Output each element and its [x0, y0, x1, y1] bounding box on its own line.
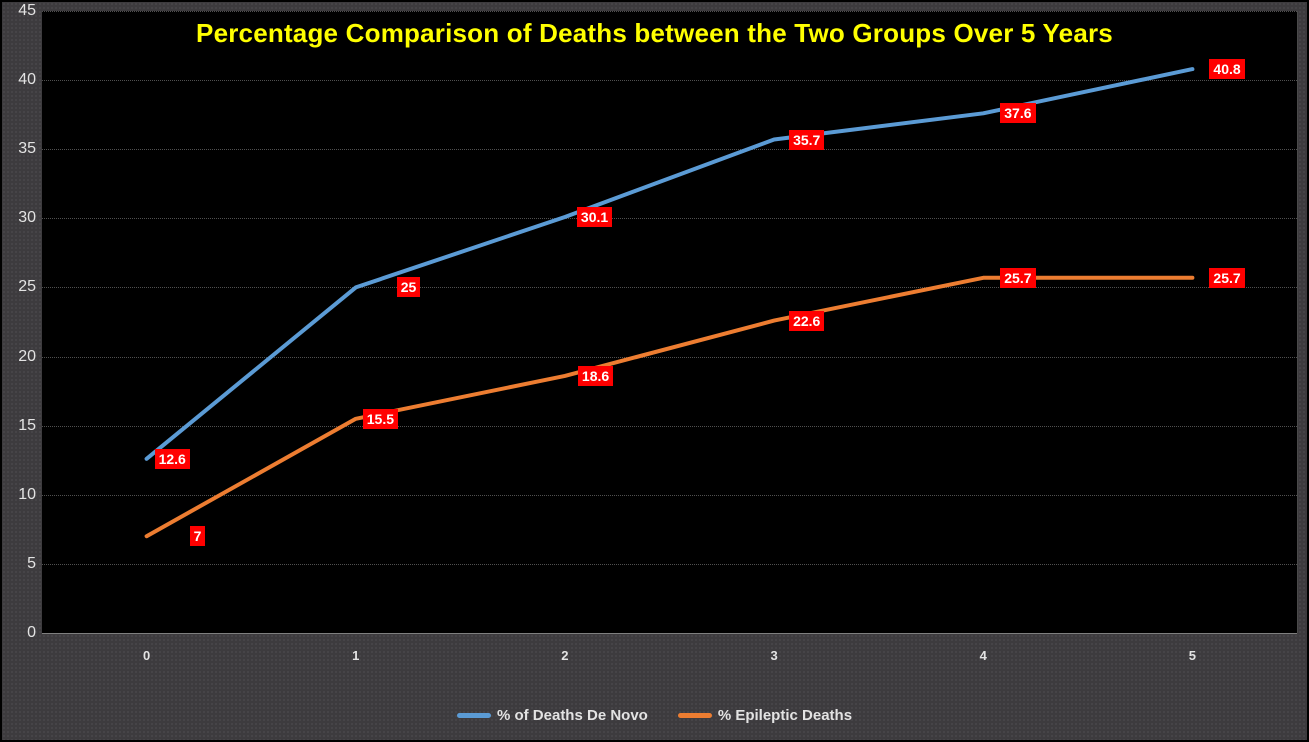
chart-title: Percentage Comparison of Deaths between …: [196, 18, 1113, 48]
gridline-45: [42, 11, 1297, 12]
y-tick-label-5: 5: [27, 554, 36, 572]
gridline-5: [42, 563, 1297, 565]
data-label-0-4: 37.6: [1000, 103, 1036, 124]
legend-label: % Epileptic Deaths: [717, 707, 853, 724]
data-label-1-1: 15.5: [362, 408, 398, 429]
y-tick-label-0: 0: [27, 624, 36, 641]
gridline-40: [42, 80, 1297, 82]
y-tick-label-25: 25: [18, 278, 36, 296]
y-tick-label-40: 40: [18, 71, 36, 89]
y-tick-label-30: 30: [18, 209, 36, 227]
legend-item-1: % Epileptic Deaths: [677, 707, 853, 724]
data-label-1-5: 25.7: [1209, 267, 1245, 288]
legend-swatch-icon: [456, 713, 491, 718]
data-label-1-0: 7: [189, 526, 206, 547]
data-label-0-1: 25: [396, 277, 421, 298]
gridline-10: [42, 494, 1297, 496]
x-tick-label-1: 1: [352, 648, 360, 663]
x-tick-label-3: 3: [770, 648, 778, 663]
gridline-15: [42, 425, 1297, 427]
legend-item-0: % of Deaths De Novo: [456, 707, 648, 724]
data-label-0-5: 40.8: [1209, 59, 1245, 80]
gridline-30: [42, 218, 1297, 220]
legend-swatch-icon: [677, 713, 712, 718]
x-tick-label-0: 0: [142, 648, 151, 663]
data-label-0-2: 30.1: [576, 206, 613, 227]
legend: % of Deaths De Novo % Epileptic Deaths: [2, 707, 1307, 724]
data-label-1-2: 18.6: [577, 365, 614, 386]
legend-label: % of Deaths De Novo: [496, 707, 648, 724]
data-label-1-4: 25.7: [1000, 267, 1036, 288]
x-tick-label-2: 2: [561, 648, 569, 663]
x-tick-label-5: 5: [1188, 648, 1197, 663]
data-label-1-3: 22.6: [789, 310, 825, 331]
y-tick-label-20: 20: [18, 347, 36, 365]
data-label-0-0: 12.6: [154, 448, 190, 469]
x-tick-label-4: 4: [979, 648, 987, 663]
gridline-35: [42, 149, 1297, 151]
y-tick-label-15: 15: [18, 416, 36, 434]
y-tick-label-10: 10: [18, 485, 36, 503]
y-tick-label-35: 35: [18, 140, 36, 158]
gridline-20: [42, 356, 1297, 358]
plot-area: [42, 11, 1298, 633]
x-axis-line: [42, 633, 1297, 634]
data-label-0-3: 35.7: [789, 129, 825, 150]
y-tick-label-45: 45: [18, 2, 36, 19]
gridline-25: [42, 287, 1297, 289]
